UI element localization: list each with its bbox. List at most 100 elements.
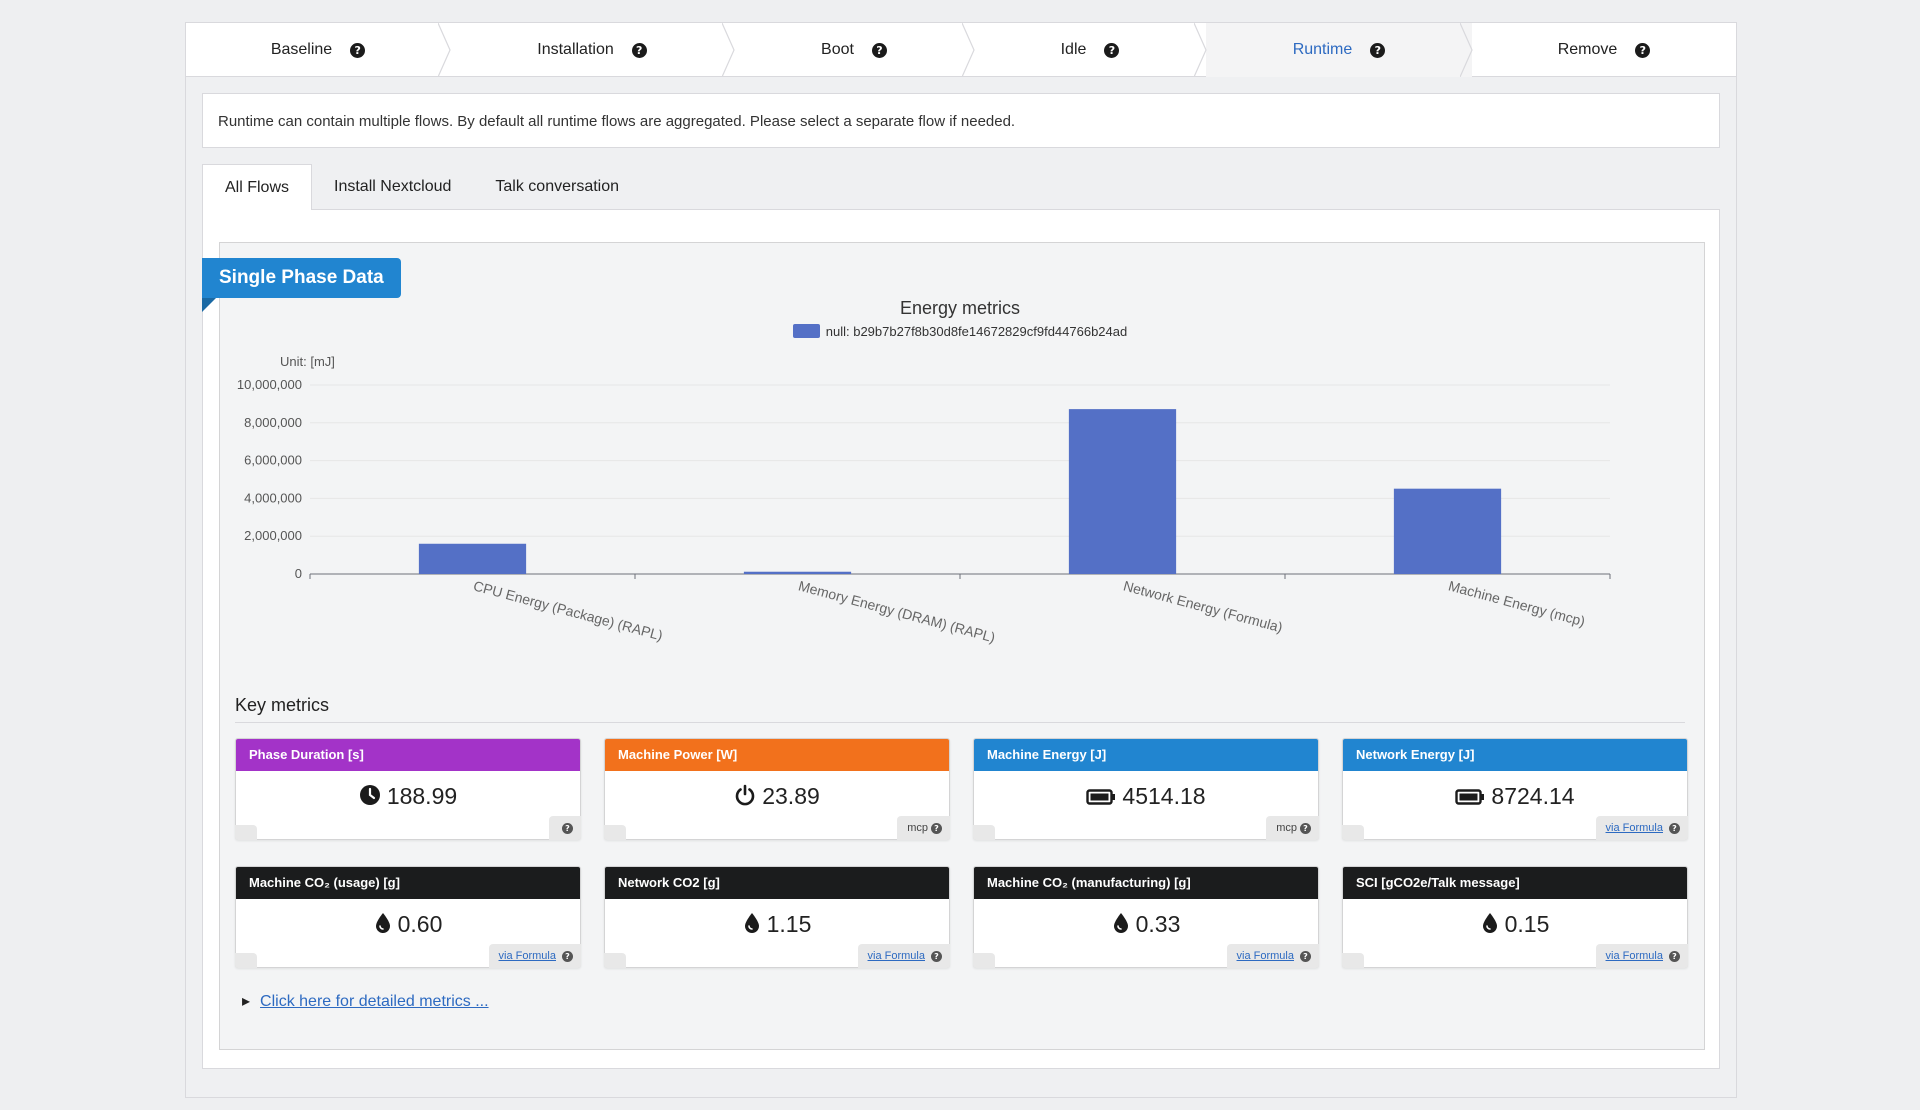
step-remove[interactable]: Remove? xyxy=(1472,23,1736,77)
bar-1[interactable] xyxy=(743,571,852,574)
tab-install-nextcloud[interactable]: Install Nextcloud xyxy=(334,178,452,195)
metric-card-header: SCI [gCO2e/Talk message] xyxy=(1343,867,1687,899)
help-icon[interactable]: ? xyxy=(1635,42,1651,58)
metric-value-text: 0.33 xyxy=(1135,911,1181,937)
metric-value-text: 4514.18 xyxy=(1122,783,1206,809)
y-tick-label: 4,000,000 xyxy=(244,490,302,505)
card-corner-label xyxy=(235,825,257,840)
step-divider-icon xyxy=(438,23,451,77)
metric-value-text: 188.99 xyxy=(386,783,458,809)
info-text: Runtime can contain multiple flows. By d… xyxy=(218,113,1016,130)
metric-source: mcp? xyxy=(1266,816,1319,840)
help-icon[interactable]: ? xyxy=(1669,950,1680,962)
step-runtime[interactable]: Runtime? xyxy=(1206,23,1473,77)
help-icon[interactable]: ? xyxy=(1104,42,1120,58)
formula-link[interactable]: via Formula xyxy=(1605,950,1663,962)
y-tick-label: 6,000,000 xyxy=(244,453,302,468)
card-corner-label xyxy=(973,825,995,840)
help-icon[interactable]: ? xyxy=(562,822,573,834)
bar-0[interactable] xyxy=(418,543,527,574)
detailed-metrics-toggle[interactable]: ▸ Click here for detailed metrics ... xyxy=(242,991,489,1011)
metric-source: mcp? xyxy=(897,816,950,840)
step-divider-icon xyxy=(1460,23,1473,77)
metric-card-header: Machine Energy [J] xyxy=(974,739,1318,771)
step-divider-icon xyxy=(962,23,975,77)
metric-card-value: 0.60 xyxy=(236,909,580,941)
metric-card-header: Machine Power [W] xyxy=(605,739,949,771)
formula-link[interactable]: via Formula xyxy=(1236,950,1294,962)
drop-icon xyxy=(743,911,761,941)
metric-card: Machine Power [W] 23.89 mcp? xyxy=(604,738,950,840)
metric-value-text: 23.89 xyxy=(762,783,820,809)
help-icon[interactable]: ? xyxy=(1669,822,1680,834)
bar-2[interactable] xyxy=(1068,409,1177,574)
metric-card-value: 4514.18 xyxy=(974,781,1318,813)
metric-card: SCI [gCO2e/Talk message] 0.15 via Formula? xyxy=(1342,866,1688,968)
card-corner-label xyxy=(973,953,995,968)
metric-value-text: 1.15 xyxy=(766,911,812,937)
x-tick-label: Memory Energy (DRAM) (RAPL) xyxy=(797,577,997,645)
formula-link[interactable]: via Formula xyxy=(498,950,556,962)
phase-steps: Baseline? Installation? Boot? Idle? Runtime?… xyxy=(186,23,1736,77)
help-icon[interactable]: ? xyxy=(931,822,942,834)
step-divider-icon xyxy=(722,23,735,77)
help-icon[interactable]: ? xyxy=(562,950,573,962)
drop-icon xyxy=(1481,911,1499,941)
card-corner-label xyxy=(604,825,626,840)
formula-link[interactable]: via Formula xyxy=(867,950,925,962)
energy-chart: 0 2,000,000 4,000,000 6,000,000 8,000,000 10,… xyxy=(237,377,1611,645)
step-label: Baseline xyxy=(270,41,333,58)
source-label: mcp xyxy=(1276,822,1297,834)
step-boot[interactable]: Boot? xyxy=(734,23,975,77)
metric-card: Phase Duration [s] 188.99? xyxy=(235,738,581,840)
detailed-metrics-link[interactable]: Click here for detailed metrics ... xyxy=(260,993,489,1010)
drop-icon xyxy=(1112,911,1130,941)
help-icon[interactable]: ? xyxy=(1300,950,1311,962)
metric-card: Machine Energy [J] 4514.18 mcp? xyxy=(973,738,1319,840)
x-tick-label: CPU Energy (Package) (RAPL) xyxy=(472,577,665,643)
help-icon[interactable]: ? xyxy=(1370,42,1386,58)
info-message: Runtime can contain multiple flows. By d… xyxy=(202,93,1720,148)
step-installation[interactable]: Installation? xyxy=(450,23,735,77)
tab-talk-conversation[interactable]: Talk conversation xyxy=(495,178,620,195)
metric-source: via Formula? xyxy=(1595,816,1688,840)
help-icon[interactable]: ? xyxy=(871,42,887,58)
drop-icon xyxy=(374,911,392,941)
metric-card-header: Machine CO₂ (manufacturing) [g] xyxy=(974,867,1318,899)
tab-all-flows[interactable]: All Flows xyxy=(202,164,313,210)
y-tick-label: 8,000,000 xyxy=(244,415,302,430)
y-tick-label: 10,000,000 xyxy=(237,377,302,392)
metric-source: via Formula? xyxy=(1595,944,1688,968)
battery-icon xyxy=(1455,783,1485,813)
metric-source: via Formula? xyxy=(1226,944,1319,968)
help-icon[interactable]: ? xyxy=(631,42,647,58)
battery-icon xyxy=(1086,783,1116,813)
step-label: Runtime xyxy=(1292,41,1353,58)
bar-3[interactable] xyxy=(1393,488,1502,574)
source-label: mcp xyxy=(907,822,928,834)
power-icon xyxy=(734,783,756,813)
help-icon[interactable]: ? xyxy=(931,950,942,962)
chart-title: Energy metrics xyxy=(899,298,1021,318)
step-label: Installation xyxy=(537,41,614,58)
help-icon[interactable]: ? xyxy=(1300,822,1311,834)
metric-card-value: 0.15 xyxy=(1343,909,1687,941)
metric-source: ? xyxy=(549,816,581,840)
metric-source: via Formula? xyxy=(857,944,950,968)
help-icon[interactable]: ? xyxy=(350,42,366,58)
metric-card-value: 8724.14 xyxy=(1343,781,1687,813)
card-corner-label xyxy=(604,953,626,968)
card-corner-label xyxy=(1342,825,1364,840)
metric-card-header: Network Energy [J] xyxy=(1343,739,1687,771)
step-idle[interactable]: Idle? xyxy=(974,23,1207,77)
x-tick-label: Machine Energy (mcp) xyxy=(1447,577,1587,629)
y-tick-label: 0 xyxy=(295,566,302,581)
flow-tabs: All Flows Install Nextcloud Talk conversat… xyxy=(202,164,641,210)
legend-label: null: b29b7b27f8b30d8fe14672829cf9fd4476… xyxy=(825,324,1128,339)
chart-legend[interactable]: null: b29b7b27f8b30d8fe14672829cf9fd4476… xyxy=(0,324,1920,339)
step-baseline[interactable]: Baseline? xyxy=(186,23,451,77)
metric-card-header: Network CO2 [g] xyxy=(605,867,949,899)
formula-link[interactable]: via Formula xyxy=(1605,822,1663,834)
metric-card-value: 1.15 xyxy=(605,909,949,941)
ribbon-tail xyxy=(202,298,216,312)
